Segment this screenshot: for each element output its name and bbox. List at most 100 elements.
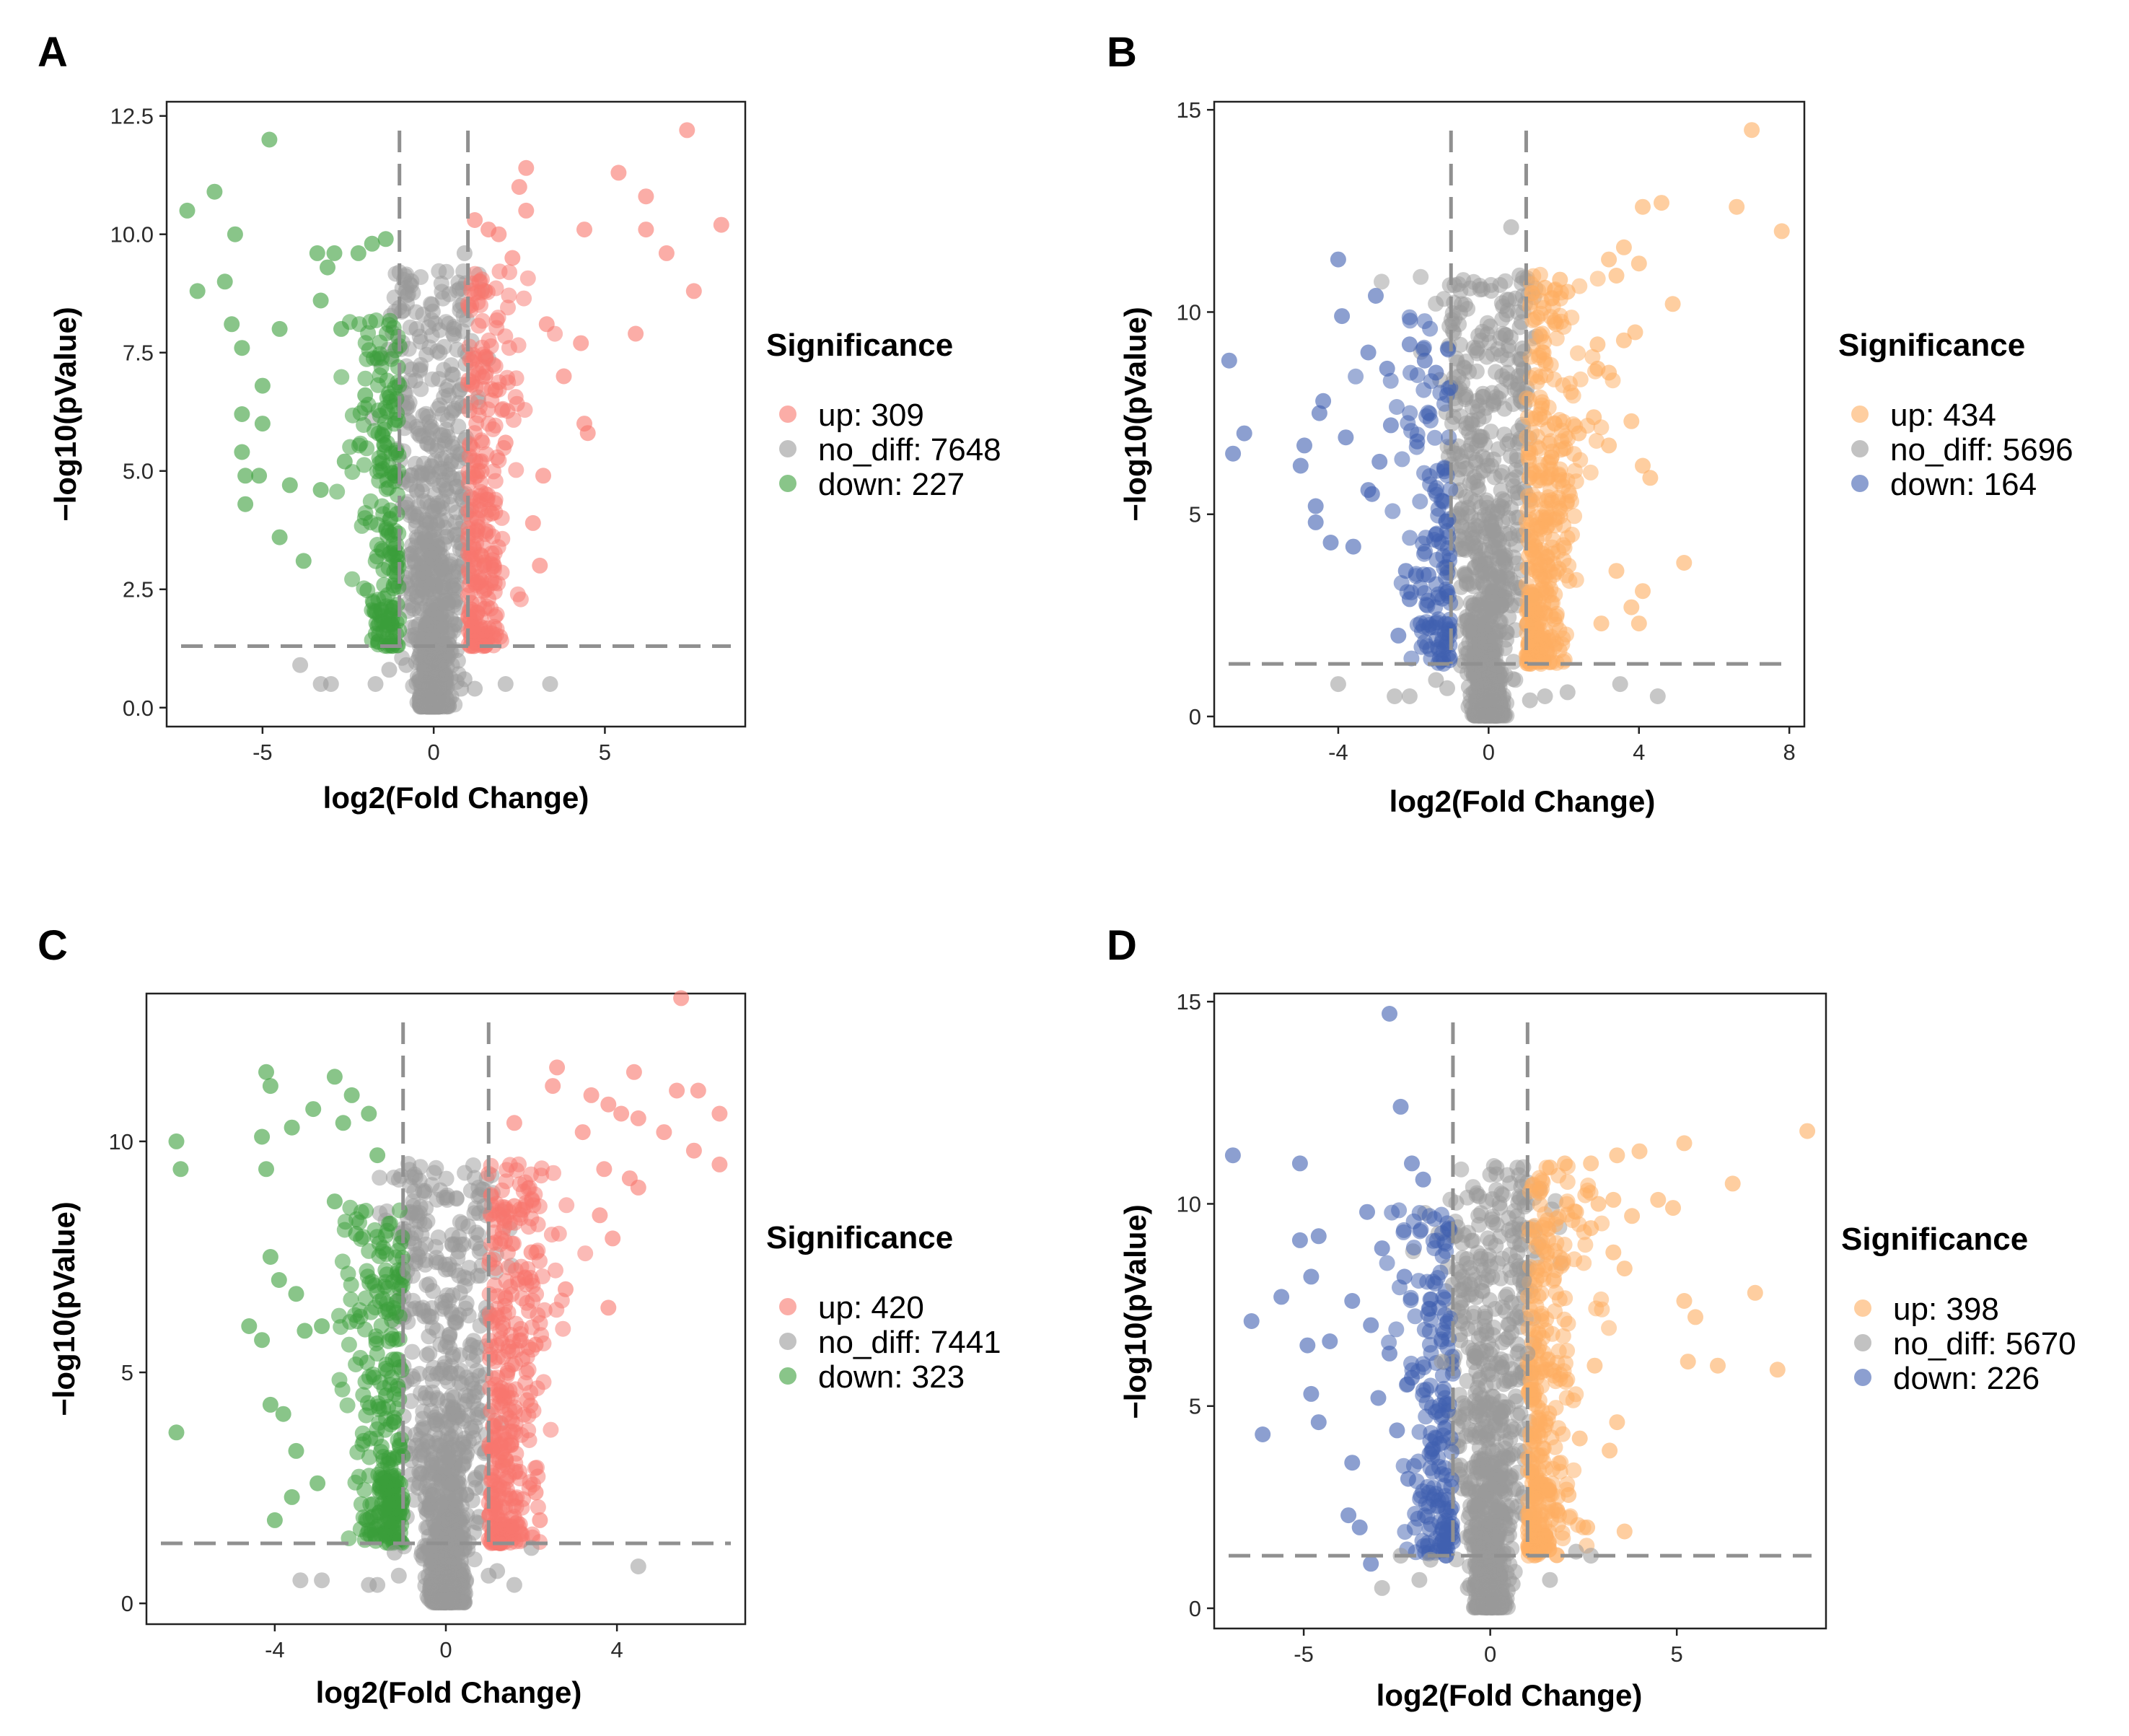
point-up (510, 337, 527, 354)
point-up (487, 473, 504, 489)
point-down (1440, 341, 1457, 358)
point-up (519, 1294, 535, 1311)
point-no-diff (1450, 369, 1467, 385)
point-down (359, 1354, 375, 1371)
point-no-diff (1458, 415, 1475, 431)
point-up (592, 1207, 608, 1224)
panel-A: A 0.02.55.07.510.012.5 -5 0 5 log2(Fold Ch… (38, 29, 1001, 815)
panel-letter: C (38, 922, 68, 969)
point-up (473, 548, 490, 564)
point-down (356, 1432, 372, 1449)
point-no-diff (431, 397, 448, 413)
data-points (1221, 122, 1790, 724)
point-down (1412, 494, 1428, 509)
point-no-diff (444, 1237, 460, 1253)
point-up (1529, 551, 1546, 567)
point-down (309, 245, 325, 261)
point-down (387, 1500, 403, 1517)
point-up (538, 316, 555, 333)
point-no-diff (448, 504, 465, 521)
point-down (189, 283, 206, 299)
legend: Significance up: 420 no_diff: 7441 down:… (766, 1220, 1001, 1395)
point-up (1555, 654, 1572, 670)
point-up (1527, 311, 1543, 328)
point-down (1416, 313, 1433, 330)
point-down (336, 453, 353, 470)
point-up (1548, 330, 1565, 346)
point-down (1401, 591, 1418, 608)
point-down (363, 1304, 379, 1320)
point-up (477, 283, 493, 299)
point-no-diff (407, 372, 423, 389)
point-down (359, 1512, 376, 1528)
point-down (1292, 457, 1309, 474)
legend-label-down: down: 227 (818, 467, 965, 502)
point-down (1426, 429, 1443, 446)
point-down (295, 553, 312, 569)
point-down (380, 1333, 397, 1349)
point-no-diff (425, 1283, 441, 1299)
point-no-diff (427, 1538, 444, 1554)
point-down (374, 452, 390, 469)
point-up (500, 1304, 517, 1320)
point-down (378, 1388, 394, 1404)
point-up (679, 122, 695, 139)
point-down (1409, 433, 1426, 450)
point-up (1540, 587, 1557, 604)
point-no-diff (367, 676, 384, 692)
x-tick-label: 4 (611, 1637, 623, 1662)
point-up (1654, 195, 1669, 211)
point-up (1589, 271, 1606, 287)
point-down (362, 314, 378, 330)
point-up (484, 1472, 501, 1489)
point-no-diff (434, 290, 451, 307)
point-down (271, 529, 288, 545)
point-no-diff (425, 602, 442, 619)
legend-title: Significance (766, 328, 953, 363)
point-up (506, 1198, 522, 1214)
legend-label-down: down: 164 (1890, 467, 2037, 502)
y-axis-title: −log10(pValue) (1118, 307, 1152, 522)
point-up (596, 1161, 613, 1178)
point-no-diff (1537, 688, 1553, 704)
point-no-diff (1462, 475, 1478, 491)
point-up (625, 1064, 642, 1080)
point-no-diff (480, 1567, 497, 1584)
point-down (326, 1193, 343, 1210)
point-up (512, 591, 529, 608)
point-no-diff (432, 426, 449, 443)
point-down (382, 510, 399, 527)
point-down (1421, 405, 1438, 422)
point-up (515, 1183, 532, 1200)
point-up (1543, 450, 1560, 466)
point-no-diff (1490, 341, 1506, 357)
legend-title: Significance (766, 1220, 953, 1255)
point-down (326, 245, 343, 261)
point-no-diff (1446, 325, 1462, 341)
point-no-diff (408, 304, 424, 320)
point-down (1221, 352, 1237, 369)
point-up (610, 165, 627, 181)
y-tick-label: 10.0 (110, 222, 154, 247)
x-axis-title: log2(Fold Change) (323, 781, 589, 815)
x-axis: -5 0 5 (253, 727, 611, 765)
point-no-diff (460, 1271, 476, 1286)
point-up (470, 463, 486, 479)
point-no-diff (429, 517, 445, 533)
point-down (271, 320, 288, 337)
point-down (297, 1323, 313, 1339)
point-no-diff (443, 357, 460, 374)
point-up (491, 1503, 508, 1520)
point-down (1394, 451, 1410, 468)
point-no-diff (1470, 548, 1486, 565)
point-down (1334, 308, 1351, 325)
point-no-diff (415, 1183, 431, 1199)
point-down (333, 320, 349, 337)
point-up (471, 399, 488, 416)
point-down (361, 1369, 377, 1385)
point-no-diff (385, 1170, 402, 1185)
point-up (1542, 309, 1559, 325)
point-no-diff (452, 1214, 468, 1230)
